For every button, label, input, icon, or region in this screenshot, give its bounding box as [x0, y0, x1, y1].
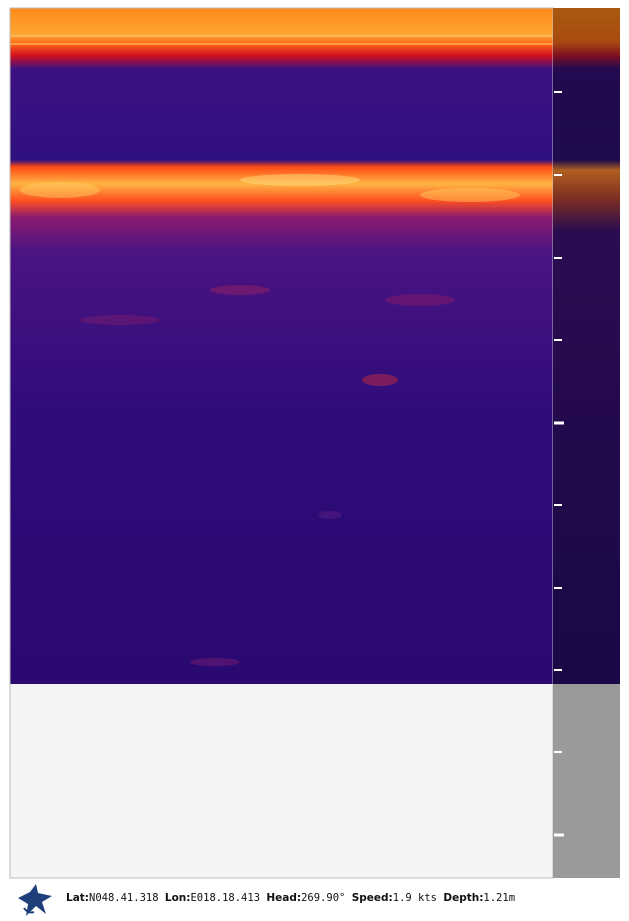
sonar-image — [10, 8, 553, 684]
status-bar: Lat:N048.41.318 Lon:E018.18.413 Head:269… — [0, 880, 629, 921]
status-label: Speed: — [351, 892, 393, 904]
empty-area — [10, 684, 553, 878]
status-value: E018.18.413 — [190, 892, 261, 904]
status-value: 1.21m — [483, 892, 516, 904]
status-label: Lat: — [66, 892, 89, 904]
depth-strip-empty — [553, 684, 620, 878]
status-text: Lat:N048.41.318 Lon:E018.18.413 Head:269… — [66, 892, 518, 904]
depth-scale — [554, 91, 564, 837]
sonar-noise — [20, 174, 520, 666]
status-label: Lon: — [164, 892, 191, 904]
status-value: 269.90° — [301, 892, 346, 904]
status-value: 1.9 kts — [392, 892, 438, 904]
app-logo — [18, 884, 52, 916]
status-label: Head: — [266, 892, 302, 904]
status-label: Depth: — [443, 892, 484, 904]
sonar-display — [9, 7, 620, 879]
depth-strip — [553, 8, 620, 684]
status-value: N048.41.318 — [89, 892, 159, 904]
